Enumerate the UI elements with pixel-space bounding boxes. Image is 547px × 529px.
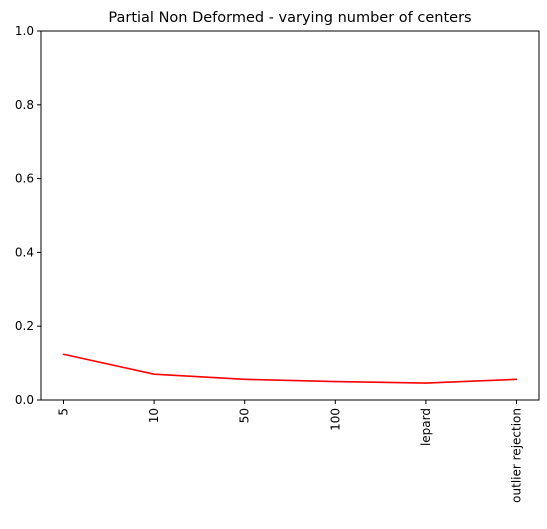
x-tick-label: 100	[328, 408, 342, 431]
y-tick-label: 0.6	[15, 172, 34, 186]
data-point	[515, 378, 518, 381]
y-tick-label: 0.4	[15, 245, 34, 259]
x-tick-label: lepard	[419, 408, 433, 446]
series-line	[63, 353, 517, 384]
data-point	[62, 353, 65, 356]
plot-background	[41, 31, 539, 400]
data-point	[243, 378, 246, 381]
series-layer	[62, 353, 518, 384]
x-tick-label: 50	[238, 408, 252, 423]
y-tick-label: 0.8	[15, 98, 34, 112]
x-tick-label: outlier rejection	[510, 408, 524, 503]
x-axis-ticks: 5 10 50 100 lepard outlier rejection	[57, 400, 524, 503]
data-point	[153, 373, 155, 375]
y-tick-label: 1.0	[15, 24, 34, 38]
y-axis-ticks: 0.0 0.2 0.4 0.6 0.8 1.0	[15, 24, 41, 407]
x-tick-label: 5	[57, 408, 71, 416]
data-point	[425, 382, 427, 384]
data-point	[334, 380, 337, 383]
y-tick-label: 0.2	[15, 319, 34, 333]
x-tick-label: 10	[147, 408, 161, 423]
chart-title: Partial Non Deformed - varying number of…	[108, 10, 471, 26]
plot-frame	[40, 30, 540, 401]
y-tick-label: 0.0	[15, 393, 34, 407]
